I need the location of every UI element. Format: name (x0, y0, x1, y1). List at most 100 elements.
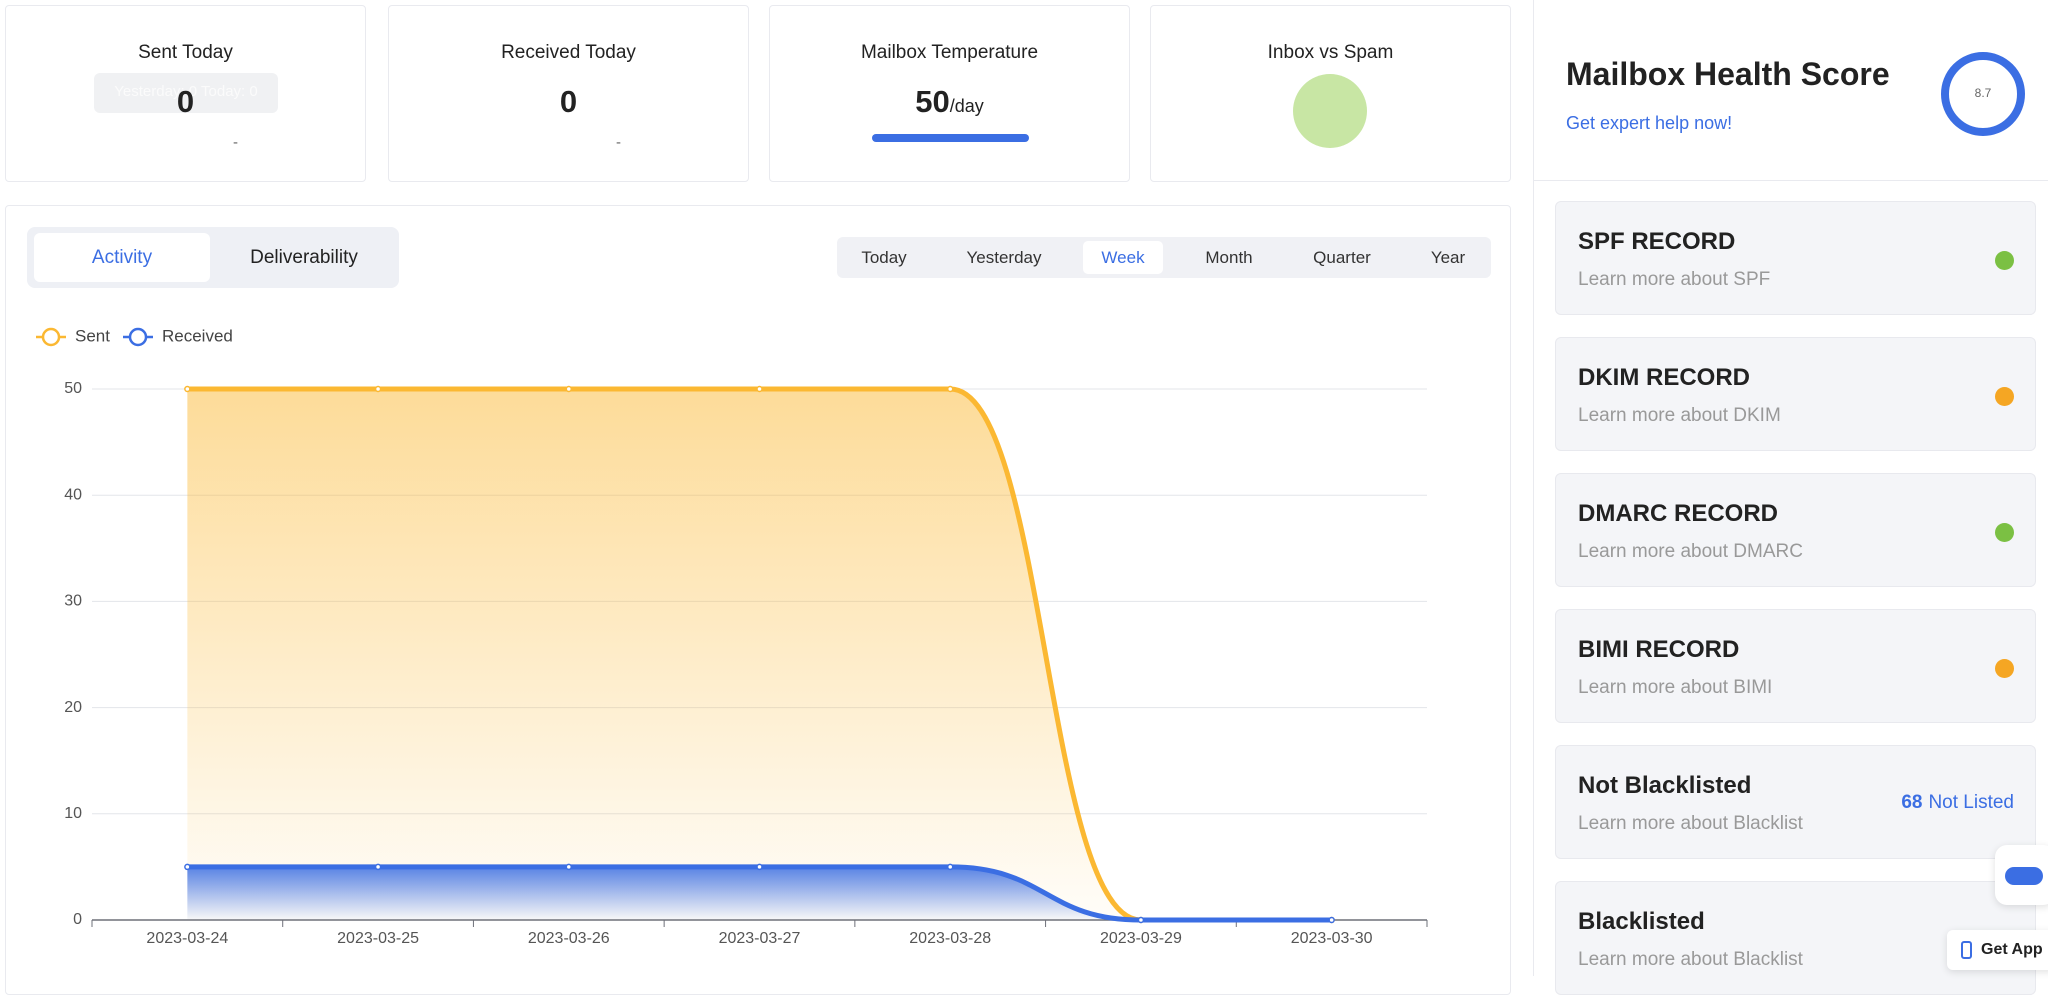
stat-unit: /day (949, 96, 984, 116)
tooltip-text: Yesterday: 0 Today: 0 (114, 83, 258, 100)
record-card[interactable]: BIMI RECORD Learn more about BIMI (1555, 609, 2036, 723)
stat-value: 0 (559, 84, 578, 119)
stat-card: Inbox vs Spam (1150, 5, 1511, 182)
data-point (565, 385, 573, 393)
stat-value: 50 (915, 84, 950, 119)
record-desc: Learn more about Blacklist (1578, 813, 1803, 834)
stat-title: Received Today (501, 42, 636, 63)
stat-title: Mailbox Temperature (860, 42, 1039, 63)
period-option[interactable]: Year (1430, 248, 1466, 267)
stat-value: 0 (176, 84, 195, 119)
stat-title: Sent Today (138, 42, 233, 63)
period-option[interactable]: Yesterday (966, 248, 1042, 267)
data-point (756, 863, 763, 871)
score-ring: 8.7 (1941, 52, 2025, 136)
series-area (187, 389, 1332, 920)
legend-marker (41, 327, 61, 347)
activity-chart: 0 10 20 30 40 50 2023-03-24 2023-03-25 2023-03-2… (36, 326, 1428, 947)
record-desc: Learn more about Blacklist (1578, 949, 1803, 970)
series-line (187, 386, 1332, 923)
chart-panel: Activity Deliverability Today Yesterday Week… (5, 205, 1511, 995)
stat-card: Mailbox Temperature 50/day (769, 5, 1130, 182)
assistant-icon (2005, 867, 2043, 885)
record-desc: Learn more about BIMI (1578, 677, 1773, 698)
tooltip: Yesterday: 0 Today: 0 (94, 73, 278, 113)
data-point (946, 863, 954, 871)
data-point (1328, 916, 1335, 924)
record-count: 68 Not Listed (1901, 792, 2014, 814)
y-tick-label: 50 (64, 380, 82, 397)
x-tick-label: 2023-03-26 (528, 930, 610, 947)
record-desc: Learn more about SPF (1578, 269, 1771, 290)
x-tick-label: 2023-03-29 (1100, 930, 1182, 947)
tab-group: Activity Deliverability (27, 227, 399, 288)
temperature-bar (872, 134, 1029, 142)
legend-marker (128, 327, 148, 347)
stat-sub: - (616, 134, 621, 151)
data-point (184, 385, 191, 393)
count-value: 68 (1901, 792, 1923, 813)
x-tick-label: 2023-03-25 (337, 930, 419, 947)
stat-sub: - (233, 134, 238, 151)
y-tick-label: 30 (64, 593, 82, 610)
y-tick-label: 0 (73, 911, 82, 928)
period-group: Today Yesterday Week Month Quarter Year (837, 237, 1491, 278)
get-app-label: Get App (1981, 941, 2043, 958)
phone-icon (1961, 941, 1972, 959)
get-app-button[interactable]: Get App (1947, 930, 2048, 970)
record-title: DKIM RECORD (1578, 364, 1750, 391)
record-card[interactable]: SPF RECORD Learn more about SPF (1555, 201, 2036, 315)
status-icon (1995, 659, 2014, 678)
data-point (756, 385, 763, 393)
score-value: 8.7 (1974, 86, 1992, 100)
period-option[interactable]: Month (1205, 248, 1253, 267)
record-card[interactable]: Not Blacklisted Learn more about Blacklis… (1555, 745, 2036, 859)
data-point (1137, 916, 1145, 924)
data-point (374, 863, 382, 871)
health-title: Mailbox Health Score (1566, 56, 1890, 92)
stat-card: Received Today 0 - (388, 5, 749, 182)
tab[interactable]: Activity (34, 233, 210, 282)
data-point (565, 863, 573, 871)
health-panel: Mailbox Health Score Get expert help now!… (1533, 0, 2048, 995)
data-point (184, 863, 191, 871)
period-option[interactable]: Quarter (1313, 248, 1371, 267)
period-option[interactable]: Today (861, 248, 907, 267)
health-header-divider (1534, 180, 2048, 181)
record-desc: Learn more about DKIM (1578, 405, 1781, 426)
stat-value-row: 50/day (770, 84, 1129, 120)
data-point (946, 385, 954, 393)
inbox-spam-chart (1293, 74, 1367, 148)
record-title: Blacklisted (1578, 908, 1705, 935)
record-desc: Learn more about DMARC (1578, 541, 1803, 562)
x-tick-label: 2023-03-28 (909, 930, 991, 947)
series-area (187, 866, 1332, 920)
health-link[interactable]: Get expert help now! (1566, 113, 1733, 133)
legend-label: Received (162, 326, 233, 345)
record-card[interactable]: DKIM RECORD Learn more about DKIM (1555, 337, 2036, 451)
x-tick-label: 2023-03-30 (1291, 930, 1373, 947)
record-title: SPF RECORD (1578, 228, 1736, 255)
data-point (374, 385, 382, 393)
x-tick-label: 2023-03-27 (719, 930, 801, 947)
record-title: BIMI RECORD (1578, 636, 1740, 663)
count-label: Not Listed (1928, 792, 2014, 813)
tab[interactable]: Deliverability (250, 247, 358, 268)
legend-label: Sent (75, 326, 110, 345)
record-card[interactable]: DMARC RECORD Learn more about DMARC (1555, 473, 2036, 587)
x-tick-label: 2023-03-24 (146, 930, 228, 947)
y-tick-label: 40 (64, 486, 82, 503)
y-tick-label: 10 (64, 805, 82, 822)
record-title: Not Blacklisted (1578, 772, 1752, 799)
y-tick-label: 20 (64, 699, 82, 716)
assistant-button[interactable] (1995, 845, 2048, 905)
record-title: DMARC RECORD (1578, 500, 1778, 527)
status-icon (1995, 387, 2014, 406)
stat-title: Inbox vs Spam (1267, 42, 1394, 63)
status-icon (1995, 251, 2014, 270)
period-option[interactable]: Week (1083, 241, 1163, 274)
status-icon (1995, 523, 2014, 542)
